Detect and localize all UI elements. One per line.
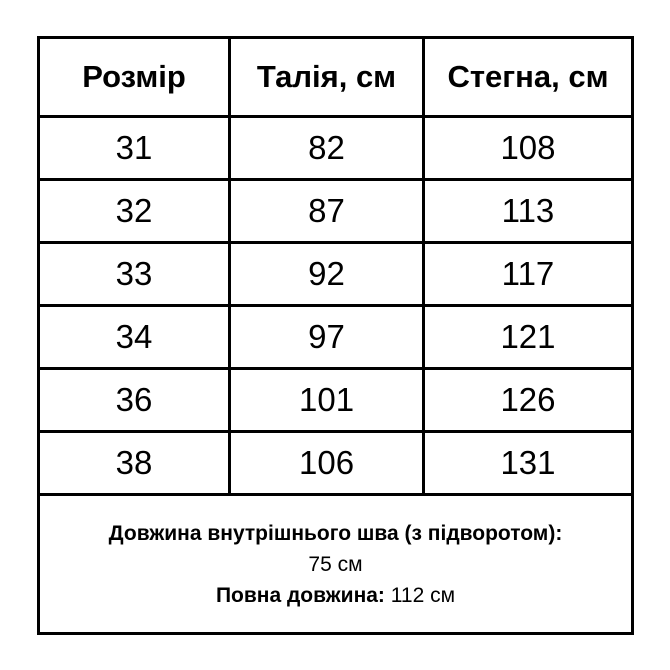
table-row: 31 82 108 <box>36 115 635 181</box>
full-length: Повна довжина: 112 см <box>40 580 631 611</box>
hips-cell: 126 <box>421 367 635 433</box>
table-row: 38 106 131 <box>36 430 635 496</box>
size-cell: 36 <box>36 367 232 433</box>
size-table: Розмір Талія, см Стегна, см 31 82 108 32 87 1… <box>36 36 635 635</box>
waist-cell: 87 <box>228 178 425 244</box>
table-row: 33 92 117 <box>36 241 635 307</box>
full-length-label: Повна довжина: <box>215 583 385 607</box>
hips-cell: 113 <box>421 178 635 244</box>
full-length-value: 112 см <box>390 583 456 607</box>
inseam-value: 75 см <box>308 552 363 576</box>
hips-cell: 108 <box>421 115 635 181</box>
footer-notes: Довжина внутрішнього шва (з підворотом):… <box>37 493 634 635</box>
hips-cell: 117 <box>421 241 635 307</box>
hips-cell: 121 <box>421 304 635 370</box>
size-cell: 34 <box>36 304 232 370</box>
waist-cell: 92 <box>228 241 425 307</box>
size-cell: 31 <box>36 115 232 181</box>
size-cell: 32 <box>36 178 232 244</box>
size-cell: 38 <box>36 430 232 496</box>
waist-cell: 101 <box>228 367 425 433</box>
footer-row: Довжина внутрішнього шва (з підворотом):… <box>37 493 634 635</box>
table-row: 36 101 126 <box>36 367 635 433</box>
table-row: 32 87 113 <box>36 178 635 244</box>
waist-cell: 82 <box>228 115 425 181</box>
header-waist: Талія, см <box>228 36 425 118</box>
size-cell: 33 <box>36 241 232 307</box>
inseam-label: Довжина внутрішнього шва (з підворотом): <box>108 521 563 545</box>
waist-cell: 106 <box>228 430 425 496</box>
header-size: Розмір <box>36 36 232 118</box>
header-hips: Стегна, см <box>421 36 635 118</box>
table-row: 34 97 121 <box>36 304 635 370</box>
header-row: Розмір Талія, см Стегна, см <box>36 36 635 118</box>
hips-cell: 131 <box>421 430 635 496</box>
waist-cell: 97 <box>228 304 425 370</box>
